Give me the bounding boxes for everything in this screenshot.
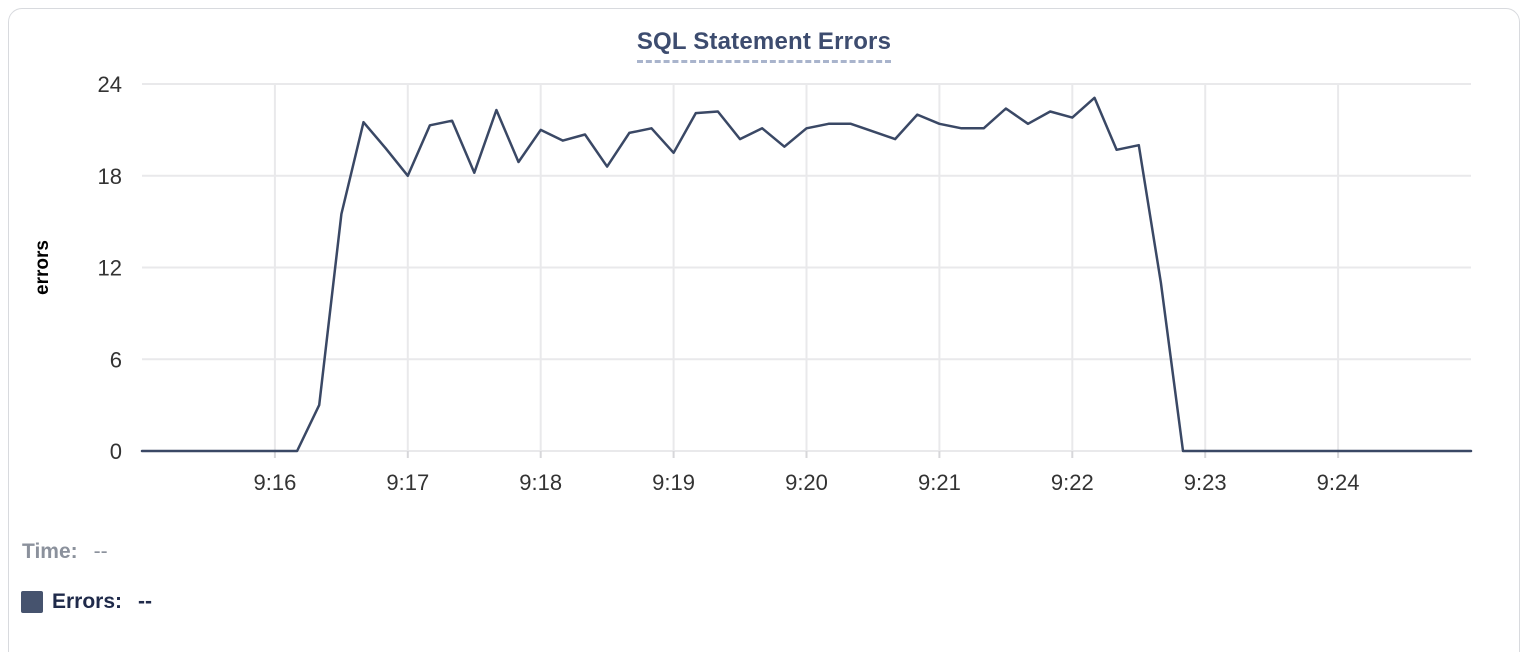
x-tick-label: 9:21 bbox=[918, 470, 961, 495]
x-tick-label: 9:24 bbox=[1317, 470, 1360, 495]
errors-label: Errors: bbox=[52, 590, 123, 613]
y-tick-label: 0 bbox=[110, 439, 122, 464]
x-tick-label: 9:20 bbox=[785, 470, 828, 495]
x-tick-label: 9:16 bbox=[253, 470, 296, 495]
chart-card bbox=[8, 8, 1520, 652]
x-tick-label: 9:22 bbox=[1051, 470, 1094, 495]
y-tick-label: 24 bbox=[98, 72, 122, 97]
time-label: Time: bbox=[22, 540, 78, 563]
x-tick-label: 9:17 bbox=[386, 470, 429, 495]
title-row: SQL Statement Errors bbox=[0, 28, 1528, 63]
y-tick-label: 12 bbox=[98, 256, 122, 281]
errors-line-chart[interactable]: 0 6 12 18 24 9:16 9:17 9:18 9:19 9:20 9:21 9:22 9:23… bbox=[0, 0, 1528, 520]
x-tick-label: 9:23 bbox=[1184, 470, 1227, 495]
errors-value: -- bbox=[138, 590, 153, 613]
readout-time-row: Time: -- bbox=[22, 540, 108, 564]
y-axis-title: errors bbox=[32, 240, 53, 295]
errors-series-swatch-icon bbox=[21, 591, 43, 613]
readout-errors-row: Errors: -- bbox=[21, 590, 152, 614]
x-tick-label: 9:18 bbox=[519, 470, 562, 495]
y-tick-label: 6 bbox=[110, 347, 122, 372]
time-value: -- bbox=[93, 540, 108, 563]
series-line-errors bbox=[140, 96, 1473, 453]
chart-title[interactable]: SQL Statement Errors bbox=[636, 28, 892, 63]
y-tick-label: 18 bbox=[98, 164, 122, 189]
x-tick-label: 9:19 bbox=[652, 470, 695, 495]
